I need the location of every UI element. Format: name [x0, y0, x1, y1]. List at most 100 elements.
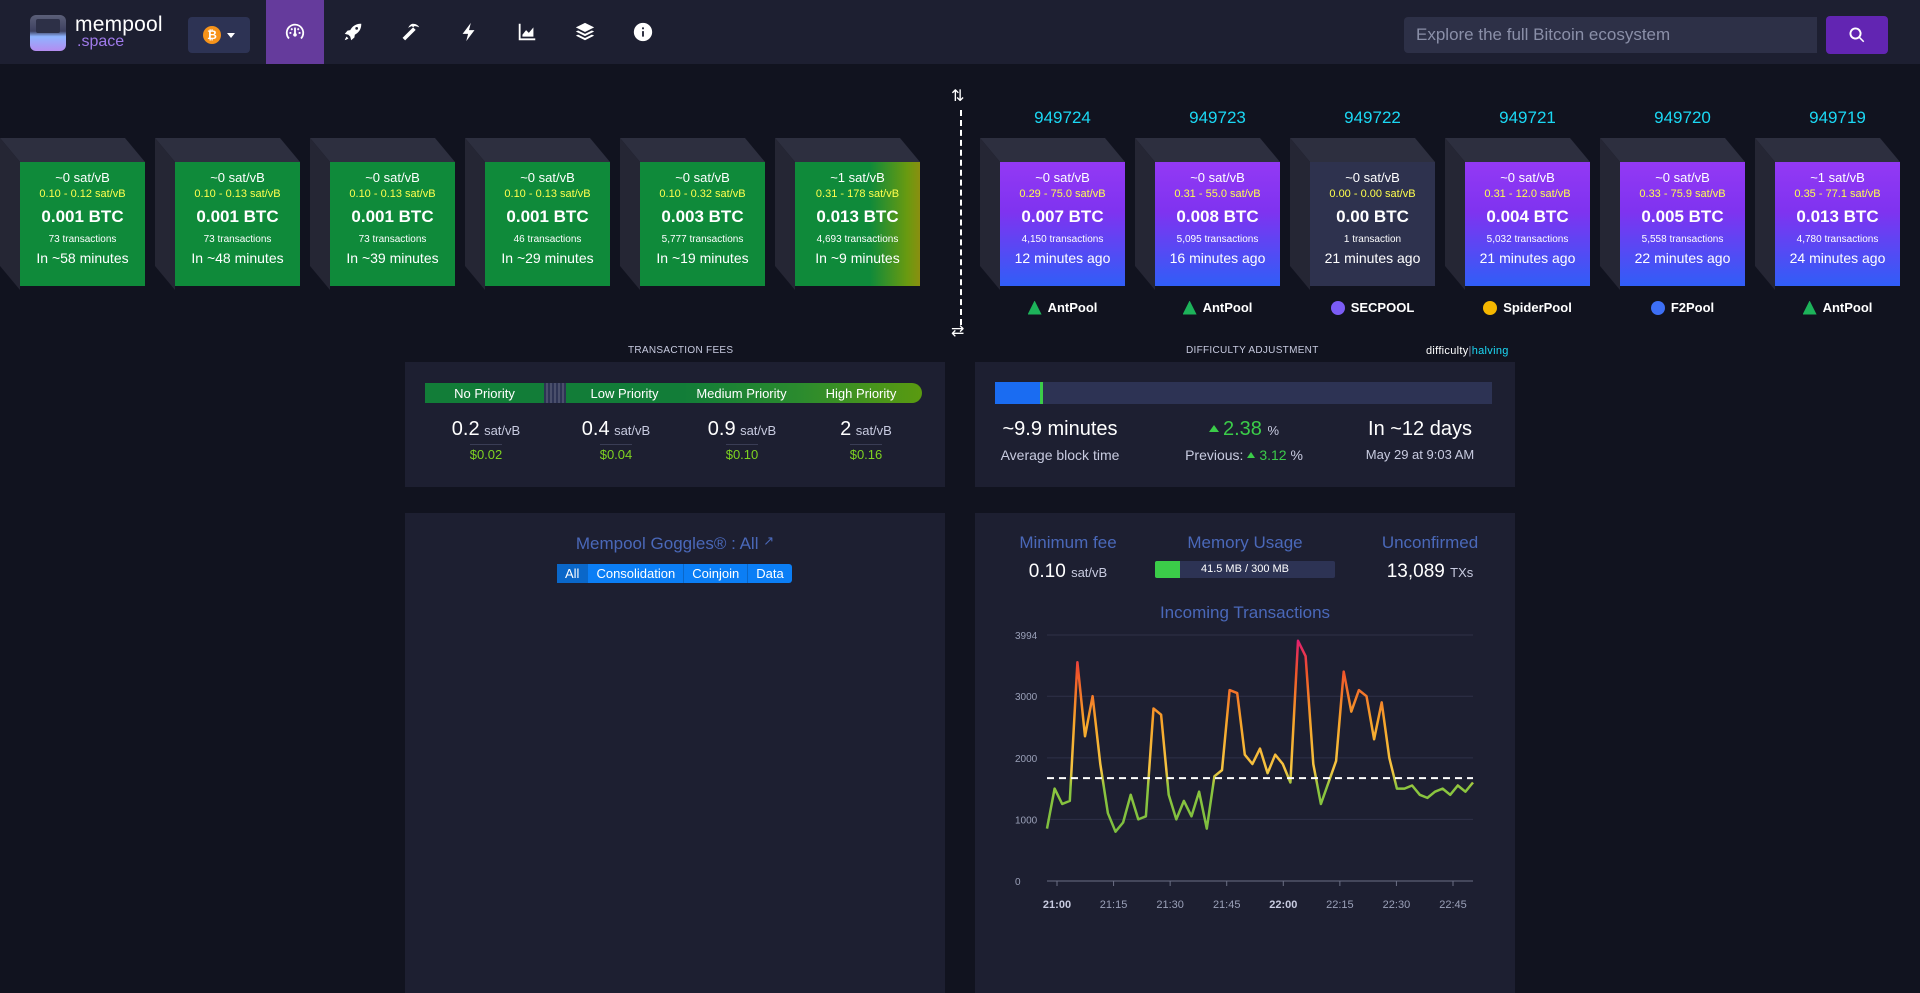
fee-low-priority: 0.4 sat/vB $0.04: [561, 418, 671, 464]
min-fee-unit: sat/vB: [1071, 565, 1108, 580]
fee-value: 0.9: [707, 418, 736, 440]
block-face: ~0 sat/vB 0.10 - 0.13 sat/vB 0.001 BTC 73 t…: [175, 162, 300, 286]
mempool-block[interactable]: ~0 sat/vB 0.10 - 0.13 sat/vB 0.001 BTC 73 t…: [155, 138, 300, 290]
network-selector[interactable]: ₿: [188, 17, 250, 53]
incoming-tx-series-line[interactable]: [1045, 639, 1474, 833]
goggles-tab-coinjoin[interactable]: Coinjoin: [684, 564, 749, 583]
pool-name: F2Pool: [1670, 300, 1715, 315]
goggles-title-text[interactable]: Mempool Goggles® : All: [575, 534, 759, 553]
chart-icon: [518, 23, 536, 41]
change-unit: %: [1267, 423, 1280, 438]
mined-block[interactable]: ~1 sat/vB 0.35 - 77.1 sat/vB 0.013 BTC 4,78…: [1755, 138, 1900, 290]
block-face: ~0 sat/vB 0.31 - 55.0 sat/vB 0.008 BTC 5,09…: [1155, 162, 1280, 286]
block-tx-count: 5,558 transactions: [1641, 234, 1724, 245]
mining-pool[interactable]: SECPOOL: [1300, 300, 1445, 315]
y-tick-label: 3994: [1015, 631, 1038, 642]
block-median-fee: ~0 sat/vB: [365, 170, 420, 185]
swap-arrows-icon[interactable]: ⇄: [951, 323, 965, 340]
nav-dashboard[interactable]: [266, 0, 324, 64]
block-total-fees: 0.001 BTC: [351, 207, 434, 226]
logo-text-mempool: mempool: [75, 13, 163, 36]
bitcoin-icon: ₿: [203, 26, 221, 44]
goggles-tab-all[interactable]: All: [557, 564, 589, 583]
block-top-face: [155, 138, 300, 162]
block-height-link[interactable]: 949722: [1344, 108, 1401, 127]
block-height-link[interactable]: 949723: [1189, 108, 1246, 127]
mempool-logo-icon: [30, 15, 66, 51]
block-tx-count: 73 transactions: [203, 234, 272, 245]
mined-block[interactable]: ~0 sat/vB 0.33 - 75.9 sat/vB 0.005 BTC 5,55…: [1600, 138, 1745, 290]
mined-block[interactable]: ~0 sat/vB 0.31 - 55.0 sat/vB 0.008 BTC 5,09…: [1135, 138, 1280, 290]
difficulty-progress-marker: [1039, 382, 1043, 404]
mempool-block[interactable]: ~0 sat/vB 0.10 - 0.13 sat/vB 0.001 BTC 73 t…: [310, 138, 455, 290]
block-side-face: [1290, 138, 1310, 290]
low-priority-label: Low Priority: [566, 383, 683, 403]
block-fee-range: 0.29 - 75.0 sat/vB: [1019, 188, 1106, 200]
block-eta: In ~29 minutes: [501, 250, 594, 266]
mempool-block[interactable]: ~0 sat/vB 0.10 - 0.32 sat/vB 0.003 BTC 5,77…: [620, 138, 765, 290]
block-height-link[interactable]: 949719: [1809, 108, 1866, 127]
block-tx-count: 46 transactions: [513, 234, 582, 245]
mempool-block[interactable]: ~0 sat/vB 0.10 - 0.13 sat/vB 0.001 BTC 46 t…: [465, 138, 610, 290]
mining-pool[interactable]: F2Pool: [1610, 300, 1755, 315]
fee-priority-bar: No Priority Low Priority Medium Priority…: [425, 383, 922, 403]
search-input[interactable]: [1404, 17, 1817, 53]
external-link-icon[interactable]: ↗: [763, 533, 775, 548]
block-side-face: [980, 138, 1000, 290]
halving-toggle[interactable]: halving: [1471, 345, 1509, 357]
block-side-face: [0, 138, 20, 290]
x-tick-label: 22:30: [1383, 899, 1411, 911]
difficulty-halving-toggle[interactable]: difficulty|halving: [1426, 345, 1509, 357]
x-tick-label: 21:45: [1213, 899, 1241, 911]
mining-pool[interactable]: SpiderPool: [1455, 300, 1600, 315]
layers-icon: [575, 22, 595, 41]
goggles-tab-consolidation[interactable]: Consolidation: [588, 564, 685, 583]
no-priority-label: No Priority: [425, 383, 544, 403]
mining-pool[interactable]: AntPool: [1765, 300, 1910, 315]
block-eta: In ~39 minutes: [346, 250, 439, 266]
minimum-fee-stat: Minimum fee 0.10 sat/vB: [1003, 533, 1133, 583]
search-button[interactable]: [1826, 16, 1888, 54]
nav-graphs[interactable]: [498, 0, 556, 64]
block-height-link[interactable]: 949724: [1034, 108, 1091, 127]
block-height-link[interactable]: 949720: [1654, 108, 1711, 127]
nav-docs[interactable]: [556, 0, 614, 64]
difficulty-adjustment-card: ~9.9 minutes Average block time 2.38 % P…: [975, 362, 1515, 487]
mining-pool[interactable]: AntPool: [990, 300, 1135, 315]
nav-lightning[interactable]: [440, 0, 498, 64]
block-top-face: [775, 138, 920, 162]
fee-value: 0.4: [581, 418, 610, 440]
incoming-transactions-chart[interactable]: 0 1000 2000 3000 3994 21:00 21:15 21:30 21:45 22:…: [975, 613, 1515, 993]
block-median-fee: ~0 sat/vB: [55, 170, 110, 185]
mempool-block[interactable]: ~0 sat/vB 0.10 - 0.12 sat/vB 0.001 BTC 73 t…: [0, 138, 145, 290]
block-total-fees: 0.008 BTC: [1176, 207, 1259, 226]
block-median-fee: ~0 sat/vB: [1035, 170, 1090, 185]
mined-block[interactable]: ~0 sat/vB 0.29 - 75.0 sat/vB 0.007 BTC 4,15…: [980, 138, 1125, 290]
fee-gap-stripe: [544, 383, 566, 403]
mempool-block[interactable]: ~1 sat/vB 0.31 - 178 sat/vB 0.013 BTC 4,693…: [775, 138, 920, 290]
y-tick-label: 2000: [1015, 754, 1038, 765]
fee-usd: $0.10: [725, 444, 759, 462]
nav-about[interactable]: [614, 0, 672, 64]
goggles-tab-data[interactable]: Data: [748, 564, 792, 583]
mempool-logo[interactable]: mempool .space: [30, 14, 175, 52]
change-value: 2.38: [1222, 418, 1262, 440]
block-top-face: [1445, 138, 1590, 162]
sort-arrows-icon[interactable]: ⇅: [951, 88, 965, 105]
incoming-transactions-title[interactable]: Incoming Transactions: [1159, 603, 1331, 622]
mined-block[interactable]: ~0 sat/vB 0.31 - 12.0 sat/vB 0.004 BTC 5,03…: [1445, 138, 1590, 290]
nav-mining[interactable]: [382, 0, 440, 64]
pickaxe-icon: [402, 23, 420, 41]
search-icon: [1849, 27, 1865, 43]
block-height-link[interactable]: 949721: [1499, 108, 1556, 127]
mined-block[interactable]: ~0 sat/vB 0.00 - 0.00 sat/vB 0.00 BTC 1 tra…: [1290, 138, 1435, 290]
arrow-up-icon: [1208, 425, 1219, 432]
info-icon: [633, 22, 653, 42]
nav-accelerator[interactable]: [324, 0, 382, 64]
goggles-title[interactable]: Mempool Goggles® : All ↗: [405, 533, 945, 554]
mining-pool[interactable]: AntPool: [1145, 300, 1290, 315]
block-median-fee: ~1 sat/vB: [1810, 170, 1865, 185]
difficulty-toggle[interactable]: difficulty: [1426, 345, 1469, 357]
x-tick-label: 21:30: [1156, 899, 1184, 911]
pool-name: SECPOOL: [1350, 300, 1415, 315]
